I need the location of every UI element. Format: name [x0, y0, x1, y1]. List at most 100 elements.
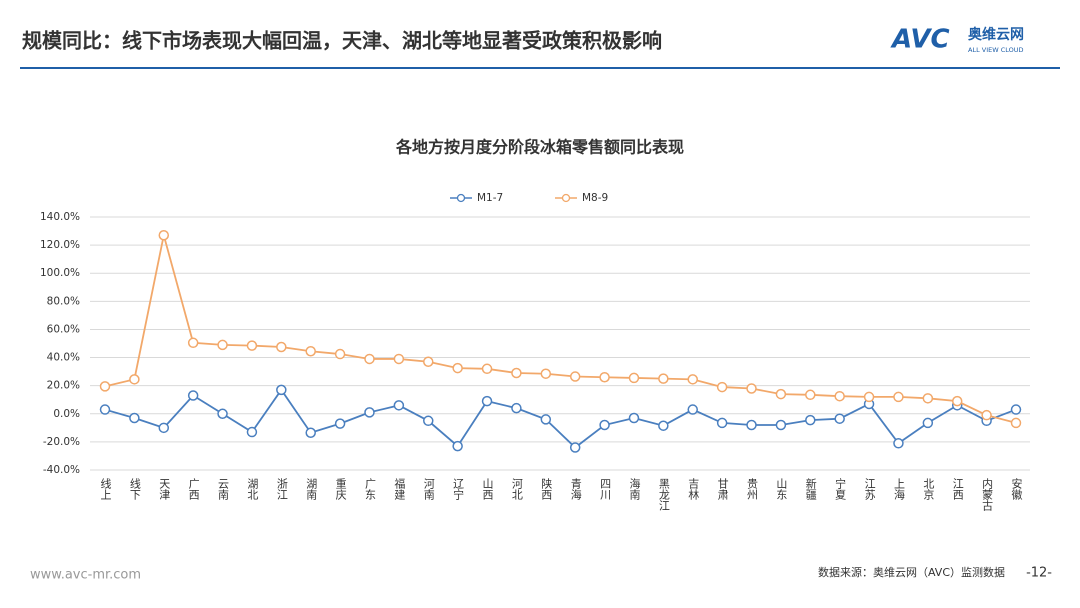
data-point — [511, 367, 522, 379]
data-point — [834, 390, 845, 402]
data-point — [716, 417, 728, 429]
data-point — [863, 391, 875, 403]
page-number: -12- — [1026, 566, 1052, 581]
data-point — [187, 337, 199, 349]
data-point — [511, 402, 522, 414]
data-point — [99, 404, 111, 415]
x-tick-label: 黑龙江 — [657, 478, 670, 511]
data-point — [129, 412, 140, 424]
data-point — [569, 442, 581, 453]
data-point — [217, 408, 228, 420]
data-point — [893, 438, 904, 449]
data-point — [217, 339, 228, 351]
data-point — [334, 418, 346, 429]
data-point — [276, 384, 287, 396]
data-point — [540, 368, 552, 379]
data-point — [599, 419, 610, 431]
x-tick-label: 江西 — [951, 478, 964, 500]
data-point — [364, 353, 375, 365]
data-point — [658, 420, 669, 431]
x-tick-label: 江苏 — [863, 478, 876, 501]
x-tick-label: 贵州 — [746, 478, 759, 500]
x-tick-label: 内蒙古 — [981, 477, 994, 511]
data-point — [393, 400, 405, 411]
logo-mark: AVC — [890, 25, 950, 55]
data-point — [746, 419, 757, 431]
data-point — [158, 422, 170, 434]
data-point — [1010, 417, 1022, 429]
y-tick-label: 0.0% — [53, 408, 80, 420]
data-point — [658, 373, 669, 384]
data-point — [834, 413, 845, 424]
data-point — [423, 356, 434, 368]
data-point — [687, 374, 698, 385]
x-tick-label: 云南 — [217, 478, 230, 500]
y-tick-label: 120.0% — [40, 239, 80, 251]
x-tick-label: 浙江 — [275, 478, 288, 500]
legend-label: M8-9 — [582, 192, 608, 204]
data-point — [99, 381, 111, 392]
x-tick-label: 天津 — [158, 478, 171, 500]
data-point — [246, 426, 258, 438]
x-tick-label: 新疆 — [804, 477, 817, 500]
data-point — [452, 440, 463, 452]
data-point — [805, 389, 816, 401]
data-point — [393, 353, 405, 365]
chart-title: 各地方按月度分阶段冰箱零售额同比表现 — [395, 138, 684, 157]
data-point — [276, 341, 287, 353]
legend-marker — [456, 193, 466, 203]
source: 数据来源：奥维云网（AVC）监测数据 — [818, 565, 1005, 579]
data-point — [628, 372, 640, 384]
x-tick-label: 湖南 — [305, 478, 318, 500]
data-point — [746, 383, 757, 394]
x-tick-label: 安徽 — [1010, 477, 1023, 501]
x-tick-label: 辽宁 — [452, 478, 465, 500]
data-point — [481, 395, 493, 407]
data-point — [129, 374, 140, 385]
website: www.avc-mr.com — [30, 568, 141, 583]
data-point — [305, 345, 316, 357]
x-tick-label: 山东 — [775, 478, 788, 500]
data-point — [481, 363, 493, 375]
data-point — [423, 415, 434, 427]
x-tick-label: 广东 — [363, 478, 376, 500]
y-tick-label: -20.0% — [43, 436, 80, 448]
x-tick-label: 上海 — [892, 478, 905, 501]
x-tick-label: 吉林 — [687, 478, 700, 500]
data-point — [540, 414, 552, 425]
x-tick-label: 北京 — [922, 478, 935, 501]
x-tick-label: 重庆 — [334, 477, 347, 501]
data-point — [158, 230, 170, 241]
y-tick-label: 20.0% — [47, 380, 80, 392]
logo-tagline: ALL VIEW CLOUD — [968, 46, 1024, 54]
data-point — [981, 409, 992, 421]
x-tick-label: 湖北 — [246, 478, 259, 500]
y-tick-label: 80.0% — [47, 295, 80, 307]
data-point — [628, 412, 640, 424]
logo-name: 奥维云网 — [968, 26, 1024, 43]
data-point — [775, 388, 787, 400]
data-point — [334, 348, 346, 360]
x-tick-label: 线下 — [128, 477, 141, 501]
legend-label: M1-7 — [477, 192, 503, 204]
data-point — [893, 391, 904, 403]
y-tick-label: 60.0% — [47, 323, 80, 335]
data-point — [951, 395, 963, 407]
data-point — [246, 340, 258, 351]
slide-title: 规模同比：线下市场表现大幅回温，天津、湖北等地显著受政策积极影响 — [22, 29, 662, 53]
data-point — [599, 371, 610, 383]
x-tick-label: 宁夏 — [834, 477, 847, 500]
data-point — [775, 419, 787, 431]
y-tick-label: 100.0% — [40, 267, 80, 279]
x-tick-label: 青海 — [569, 478, 582, 501]
data-point — [922, 393, 934, 404]
x-tick-label: 河南 — [422, 478, 435, 500]
legend-marker — [561, 193, 571, 203]
data-point — [687, 404, 698, 415]
x-tick-label: 广西 — [187, 478, 200, 500]
x-tick-label: 四川 — [599, 478, 612, 500]
data-point — [452, 362, 463, 374]
data-point — [187, 390, 199, 401]
y-tick-label: 40.0% — [47, 352, 80, 364]
